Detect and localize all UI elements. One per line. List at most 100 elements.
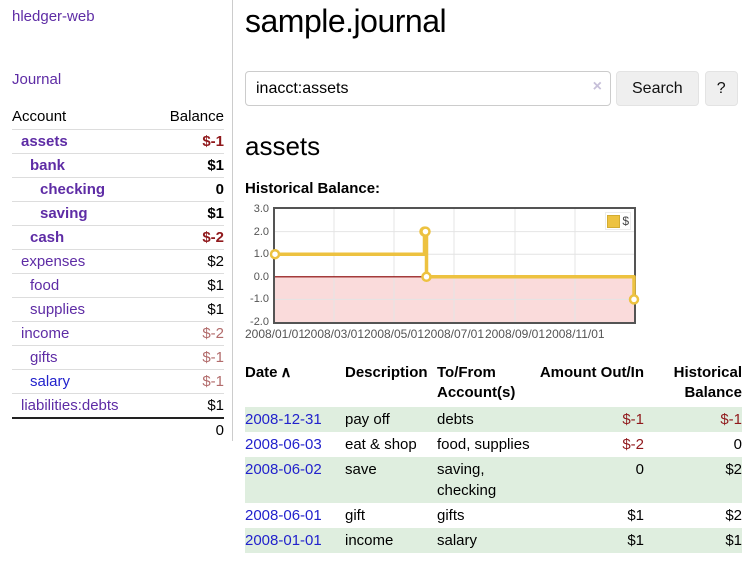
account-row-salary: salary $-1	[12, 369, 224, 394]
chart-legend: $	[605, 212, 631, 230]
total-balance: 0	[152, 417, 224, 442]
sidebar: hledger-web Journal Account Balance asse…	[0, 0, 233, 442]
cell-balance: 0	[733, 436, 742, 453]
cell-description: save	[345, 461, 377, 478]
sort-ascending-icon: ∧	[280, 364, 292, 381]
clear-search-icon[interactable]: ×	[592, 78, 602, 95]
balance-value: $-1	[152, 345, 224, 370]
y-tick-label: -1.0	[250, 293, 269, 306]
cell-amount: $1	[627, 532, 644, 549]
y-tick-label: -2.0	[250, 316, 269, 328]
account-link-bank[interactable]: bank	[30, 157, 66, 174]
balance-value: $-1	[152, 369, 224, 394]
transaction-row: 2008-12-31 pay off debts $-1 $-1	[245, 407, 742, 432]
brand-link[interactable]: hledger-web	[12, 8, 95, 25]
cell-amount: $-1	[622, 411, 644, 428]
column-header-amount: Amount Out/In	[539, 364, 644, 381]
cell-description: eat & shop	[345, 436, 417, 453]
sidebar-item-journal[interactable]: Journal	[12, 71, 62, 88]
account-link-checking[interactable]: checking	[40, 181, 106, 198]
balance-value: $-2	[152, 321, 224, 346]
series-swatch-icon	[607, 214, 621, 228]
transaction-date-link[interactable]: 2008-12-31	[245, 411, 322, 428]
account-link-food[interactable]: food	[30, 277, 60, 294]
account-link-gifts[interactable]: gifts	[30, 349, 58, 366]
account-link-supplies[interactable]: supplies	[30, 301, 86, 318]
y-tick-label: 1.0	[253, 248, 269, 261]
transaction-date-link[interactable]: 2008-06-03	[245, 436, 322, 453]
cell-accounts: saving, checking	[437, 461, 497, 499]
x-tick-label: 2008/07/01	[423, 327, 485, 341]
transaction-row: 2008-06-02 save saving, checking 0 $2	[245, 457, 742, 503]
transaction-row: 2008-01-01 income salary $1 $1	[245, 528, 742, 553]
historical-balance-chart: $3.0 2.0 1.0 0.0 -1.0 -2.0 2008/01/01 2008/03/0…	[245, 201, 742, 342]
account-link-salary[interactable]: salary	[30, 373, 71, 390]
transaction-date-link[interactable]: 2008-06-02	[245, 461, 322, 478]
balance-value: $1	[152, 393, 224, 418]
account-row-food: food $1	[12, 273, 224, 298]
cell-accounts: debts	[437, 411, 474, 428]
account-link-saving[interactable]: saving	[40, 205, 88, 222]
accounts-header-row: Account Balance	[12, 105, 224, 130]
account-link-liabilities-debts[interactable]: liabilities:debts	[21, 397, 119, 414]
cell-balance: $1	[725, 532, 742, 549]
account-row-bank: bank $1	[12, 153, 224, 178]
register-header-row: Date ∧ Description To/From Account(s) Amo…	[245, 358, 742, 407]
accounts-table: Account Balance assets $-1 bank $1 check…	[12, 105, 224, 442]
account-column-header: Account	[12, 108, 67, 125]
cell-amount: 0	[635, 461, 644, 478]
cell-description: gift	[345, 507, 366, 524]
cell-balance: $2	[725, 507, 742, 524]
balance-value: $-1	[152, 129, 224, 154]
x-tick-label: 2008/03/01	[303, 327, 365, 341]
register-table: Date ∧ Description To/From Account(s) Amo…	[245, 358, 742, 553]
main-content: sample.journal × Search ? assets Histori…	[245, 0, 742, 553]
cell-balance: $2	[725, 461, 742, 478]
x-tick-label: 2008/01/01	[244, 327, 306, 341]
plot-area: $	[269, 207, 640, 324]
cell-description: income	[345, 532, 394, 549]
cell-accounts: salary	[437, 532, 478, 549]
account-row-assets: assets $-1	[12, 129, 224, 154]
account-row-income: income $-2	[12, 321, 224, 346]
account-link-cash[interactable]: cash	[30, 229, 65, 246]
balance-value: 0	[152, 177, 224, 202]
balance-value: $-2	[152, 225, 224, 250]
account-link-income[interactable]: income	[21, 325, 70, 342]
balance-value: $1	[152, 153, 224, 178]
account-row-liabilities-debts: liabilities:debts $1	[12, 393, 224, 418]
transaction-date-link[interactable]: 2008-06-01	[245, 507, 322, 524]
account-row-checking: checking 0	[12, 177, 224, 202]
search-button[interactable]: Search	[616, 71, 699, 106]
account-row-cash: cash $-2	[12, 225, 224, 250]
cell-amount: $1	[627, 507, 644, 524]
chart-label: Historical Balance:	[245, 180, 381, 197]
accounts-total-row: 0	[12, 417, 224, 442]
balance-value: $1	[152, 273, 224, 298]
cell-accounts: gifts	[437, 507, 465, 524]
y-tick-label: 0.0	[253, 270, 269, 283]
cell-amount: $-2	[622, 436, 644, 453]
x-tick-label: 2008/09/01	[484, 327, 546, 341]
account-title: assets	[245, 131, 321, 161]
balance-value: $1	[152, 201, 224, 226]
cell-balance: $-1	[720, 411, 742, 428]
search-input[interactable]	[245, 71, 611, 106]
account-row-expenses: expenses $2	[12, 249, 224, 274]
account-row-gifts: gifts $-1	[12, 345, 224, 370]
account-link-expenses[interactable]: expenses	[21, 253, 86, 270]
column-header-date[interactable]: Date ∧	[245, 364, 292, 381]
balance-value: $1	[152, 297, 224, 322]
account-link-assets[interactable]: assets	[21, 133, 68, 150]
x-tick-label: 2008/11/01	[545, 327, 605, 341]
balance-value: $2	[152, 249, 224, 274]
y-tick-label: 2.0	[253, 225, 269, 238]
cell-accounts: food, supplies	[437, 436, 530, 453]
account-row-supplies: supplies $1	[12, 297, 224, 322]
transaction-date-link[interactable]: 2008-01-01	[245, 532, 322, 549]
column-header-description: Description	[345, 364, 428, 381]
column-header-balance: Historical Balance	[673, 364, 742, 401]
page-title: sample.journal	[245, 3, 447, 39]
help-button[interactable]: ?	[704, 71, 738, 106]
legend-label: $	[622, 214, 629, 228]
